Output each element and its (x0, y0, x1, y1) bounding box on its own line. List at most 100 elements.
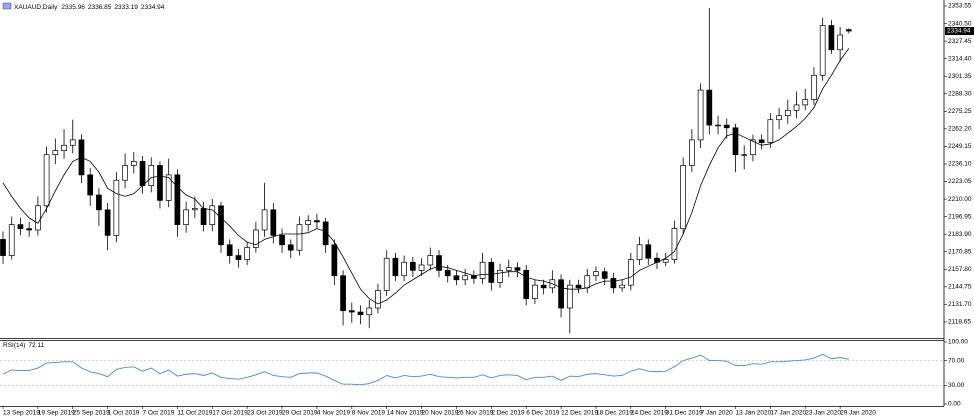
symbol-icon (2, 2, 12, 10)
chart-header: XAUAUD,Daily 2335.96 2336.85 2333.19 2334.94 (14, 4, 165, 11)
x-tick-label: 19 Sep 2019 (38, 410, 75, 417)
rsi-line (2, 353, 849, 386)
candle-body (235, 255, 242, 260)
candle-body (8, 224, 15, 256)
y-tick-label: 2183.90 (948, 231, 972, 238)
rsi-title: RSI(14) (3, 342, 25, 349)
x-tick-label: 14 Nov 2019 (387, 410, 424, 417)
close-value: 2334.94 (141, 4, 165, 11)
candle-body (505, 267, 512, 271)
x-tick-label: 18 Dec 2019 (596, 410, 633, 417)
x-tick-label: 25 Sep 2019 (73, 410, 110, 417)
candle-body (340, 275, 346, 312)
current-price-box (945, 27, 974, 36)
candle-body (35, 205, 41, 231)
candle-body (366, 307, 373, 316)
candle-body (52, 150, 59, 156)
candle-body (87, 174, 94, 196)
candle-body (462, 275, 469, 281)
x-tick-label: 13 Jan 2020 (735, 410, 771, 417)
candle-body (305, 220, 312, 225)
candle-body (758, 139, 765, 143)
rsi-header: RSI(14) 72.11 (3, 342, 45, 349)
candle-body (296, 224, 303, 251)
candle-body (610, 278, 617, 289)
candle-body (314, 220, 320, 223)
candle-body (322, 221, 329, 246)
y-tick-label: 2340.50 (948, 20, 972, 27)
x-tick-label: 8 Nov 2019 (352, 410, 386, 417)
candle-body (837, 34, 843, 51)
candle-body (479, 261, 486, 279)
candle-body (17, 224, 24, 230)
candle-body (732, 127, 739, 156)
x-tick-label: 13 Sep 2019 (3, 410, 40, 417)
candle-body (497, 269, 503, 283)
candle-body (96, 194, 102, 211)
x-tick-label: 17 Oct 2019 (212, 410, 248, 417)
rsi-tick-label: 100.00 (948, 339, 968, 346)
candle-body (453, 275, 460, 281)
y-tick-label: 2327.45 (948, 38, 972, 45)
y-tick-label: 2170.85 (948, 248, 972, 255)
candle-body (680, 165, 687, 230)
candle-body (662, 259, 669, 263)
candle-body (706, 89, 713, 126)
candle-body (279, 235, 285, 246)
candle-body (444, 269, 451, 277)
candle-body (183, 209, 189, 225)
candle-body (689, 139, 695, 166)
current-price-label: 2334.94 (947, 28, 971, 35)
candle-body (253, 229, 259, 248)
candle-body (575, 284, 582, 289)
candle-body (715, 124, 721, 127)
candle-body (191, 208, 198, 211)
x-tick-label: 6 Dec 2019 (526, 410, 560, 417)
candle-body (645, 244, 652, 259)
x-tick-label: 12 Dec 2019 (561, 410, 598, 417)
candle-body (409, 261, 416, 271)
x-tick-label: 1 Oct 2019 (108, 410, 140, 417)
candle-body (174, 174, 181, 225)
x-tick-label: 23 Oct 2019 (247, 410, 283, 417)
candle-body (776, 115, 782, 121)
candle-body (287, 244, 294, 251)
candle-body (627, 259, 634, 286)
y-tick-label: 2223.05 (948, 178, 972, 185)
candle-body (523, 269, 530, 299)
candle-body (209, 205, 216, 225)
candle-body (261, 209, 268, 231)
y-tick-label: 2353.55 (948, 3, 972, 10)
rsi-tick-label: 70.00 (948, 357, 965, 364)
candle-body (558, 279, 564, 309)
candle-body (0, 239, 6, 256)
high-value: 2336.85 (88, 4, 112, 11)
candle-body (392, 257, 399, 277)
y-tick-label: 2275.25 (948, 108, 972, 115)
candle-body (122, 165, 128, 181)
candle-body (383, 257, 390, 291)
candle-body (104, 209, 111, 236)
candle-body (427, 255, 434, 266)
candle-body (270, 209, 277, 236)
x-tick-label: 26 Nov 2019 (456, 410, 493, 417)
candle-body (845, 29, 852, 32)
y-tick-label: 2144.75 (948, 284, 972, 291)
rsi-tick-label: 30.00 (948, 382, 965, 389)
candle-body (566, 284, 573, 309)
candle-body (348, 310, 355, 313)
y-tick-label: 2288.30 (948, 90, 972, 97)
x-tick-label: 24 Dec 2019 (631, 410, 668, 417)
y-tick-label: 2118.65 (948, 319, 971, 326)
candle-body (584, 275, 591, 289)
candle-body (226, 244, 233, 256)
moving-average (2, 48, 850, 305)
y-tick-label: 2196.95 (948, 213, 972, 220)
candle-body (69, 139, 76, 146)
candle-body (784, 109, 791, 117)
chart-title: XAUAUD,Daily (14, 4, 58, 11)
candle-body (767, 119, 774, 143)
candle-body (113, 179, 120, 236)
